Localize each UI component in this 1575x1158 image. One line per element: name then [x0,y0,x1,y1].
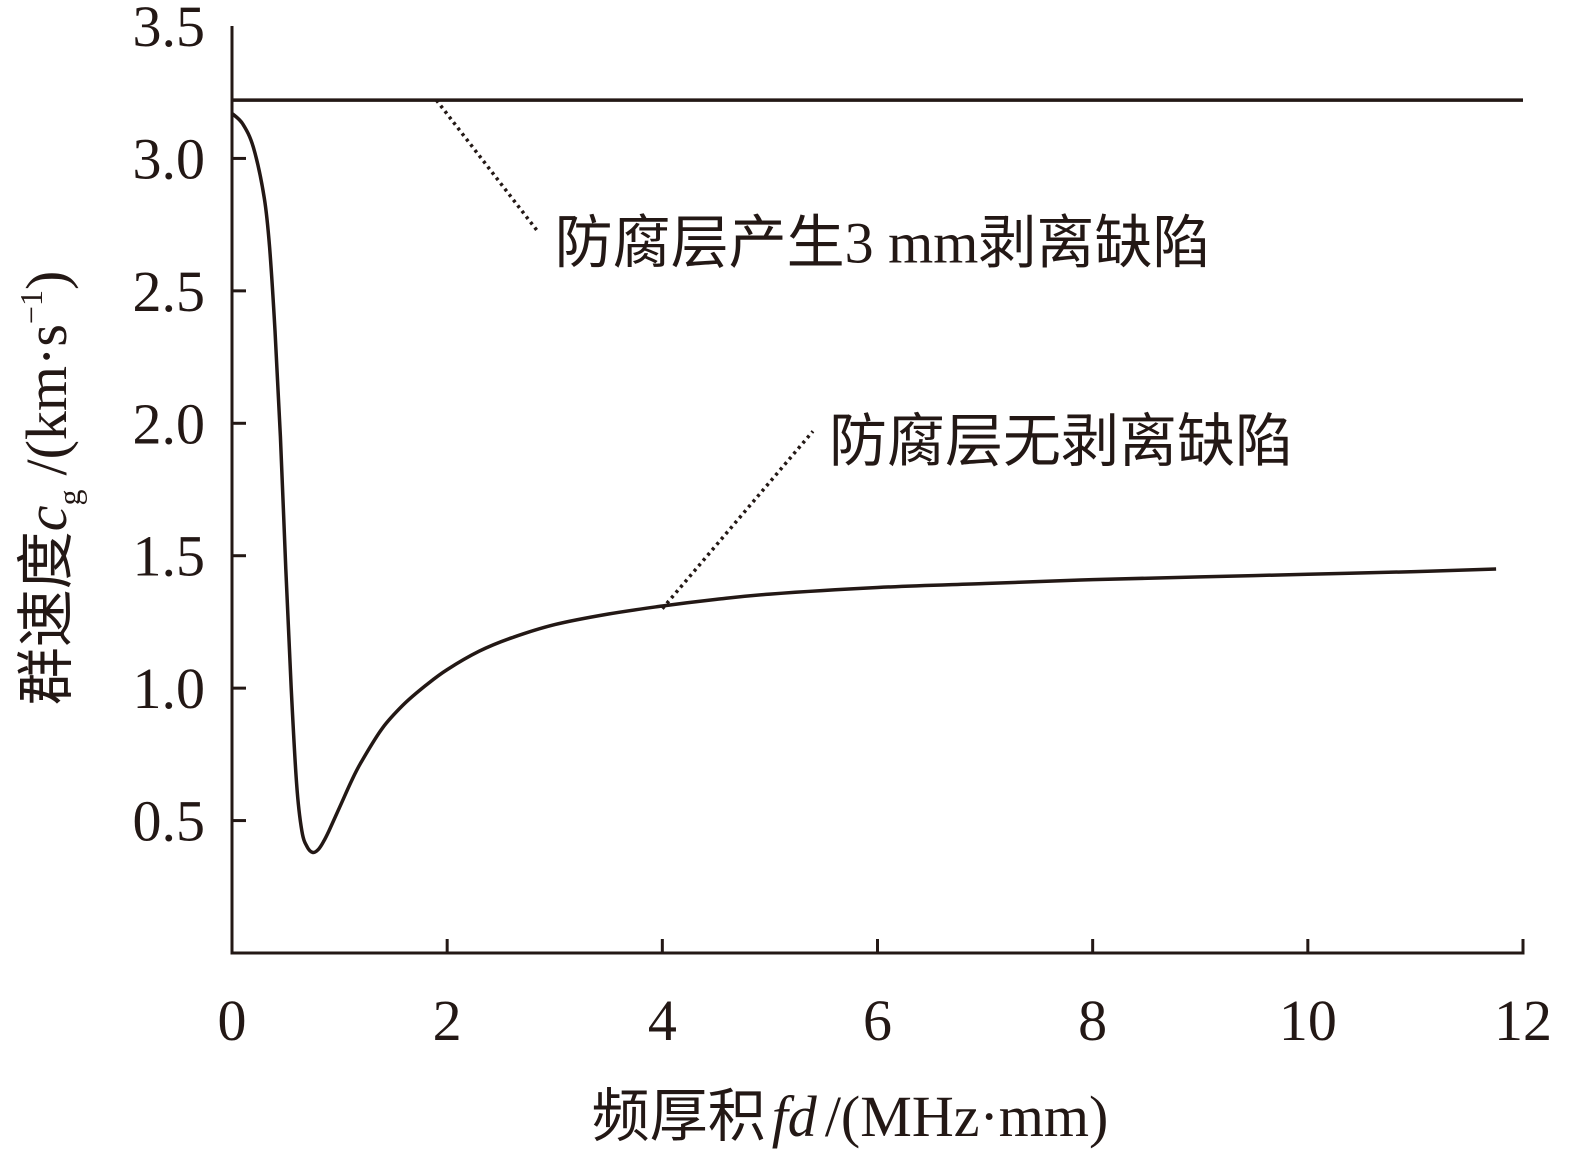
y-tick-label: 2.5 [133,259,206,324]
x-axis-title-unit: /(MHz·mm) [825,1084,1109,1149]
y-axis-title-sub: g [51,490,87,506]
y-axis-title-unit-pre: /(km·s [14,324,79,475]
y-tick-label: 1.0 [133,656,206,721]
y-tick-label: 3.0 [133,126,206,191]
x-tick-label: 4 [648,988,677,1053]
x-tick-label: 6 [863,988,892,1053]
y-tick-label: 3.5 [133,0,206,59]
ticks [232,156,1310,953]
x-tick-label: 10 [1279,988,1337,1053]
y-axis-title-prefix: 群速度 [14,531,79,705]
y-tick-label: 1.5 [133,524,206,589]
y-axis-title: 群速度cg /(km·s−1) [13,271,87,706]
y-axis-title-sup: −1 [13,290,49,324]
y-tick-label: 2.0 [133,391,206,456]
annotation-leader-2 [660,430,815,610]
x-tick-label: 8 [1078,988,1107,1053]
y-axis-title-var: c [14,505,79,531]
x-axis-title-prefix: 频厚积 [592,1084,766,1149]
tick-labels: 0 2 4 6 8 10 12 0.5 1.0 1.5 2.0 2.5 3.0 3.5 [133,0,1553,1053]
series [230,98,1523,855]
annotation-leader-1 [435,99,540,234]
axes [230,26,1525,955]
annotation-label-2: 防腐层无剥离缺陷 [829,409,1293,474]
x-tick-label: 0 [218,988,247,1053]
y-tick-label: 0.5 [133,789,206,854]
annotation-label-1: 防腐层产生3 mm剥离缺陷 [555,211,1211,276]
axis-frame [230,26,1525,955]
x-tick-label: 2 [433,988,462,1053]
x-axis-title: 频厚积 fd/(MHz·mm) [592,1084,1109,1149]
y-axis-title-unit-post: ) [14,271,79,290]
annotation-leaders [435,99,815,610]
x-axis-title-var: fd [772,1084,818,1149]
x-tick-label: 12 [1494,988,1552,1053]
series-line-2 [230,112,1497,855]
